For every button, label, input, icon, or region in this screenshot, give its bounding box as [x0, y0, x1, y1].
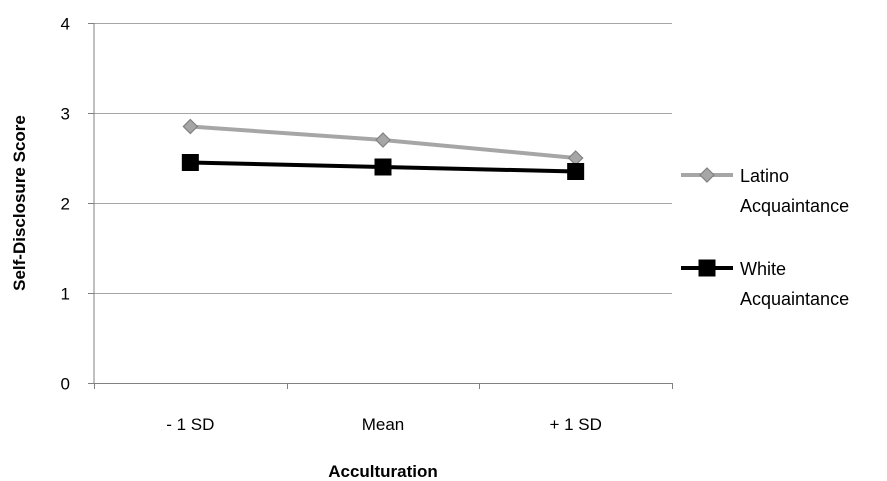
x-tick-label-0: - 1 SD	[166, 415, 214, 434]
legend-label-1-line-1: Acquaintance	[740, 289, 849, 309]
y-tick-label-2: 2	[61, 195, 70, 214]
series-group	[181, 118, 585, 180]
series-0-point-2	[567, 150, 584, 166]
y-tick-labels: 0 1 2 3 4	[61, 15, 70, 394]
legend-label-0-line-0: Latino	[740, 166, 789, 186]
legend-label-1-line-0: White	[740, 259, 786, 279]
legend: Latino Acquaintance White Acquaintance	[681, 166, 849, 309]
legend-swatch-marker-0	[699, 167, 715, 183]
x-axis-title: Acculturation	[328, 462, 438, 481]
x-tick-label-2: + 1 SD	[549, 415, 601, 434]
axes	[88, 23, 673, 389]
y-tick-label-1: 1	[61, 285, 70, 304]
y-tick-label-3: 3	[61, 105, 70, 124]
x-tick-labels: - 1 SD Mean + 1 SD	[166, 415, 602, 434]
y-tick-label-4: 4	[61, 15, 70, 34]
series-0-point-1	[375, 132, 391, 148]
y-tick-label-0: 0	[61, 375, 70, 394]
y-axis-title: Self-Disclosure Score	[10, 115, 29, 291]
legend-swatch-marker-1	[698, 259, 716, 277]
series-1-point-0	[181, 154, 199, 171]
series-1-point-1	[374, 158, 392, 176]
legend-item-1: White Acquaintance	[681, 259, 849, 309]
x-tick-label-1: Mean	[362, 415, 405, 434]
series-0	[182, 118, 584, 166]
series-0-point-0	[182, 118, 199, 135]
series-1	[181, 154, 585, 180]
series-1-point-2	[567, 163, 585, 180]
legend-label-0-line-1: Acquaintance	[740, 196, 849, 216]
legend-item-0: Latino Acquaintance	[681, 166, 849, 216]
gridlines	[94, 23, 672, 294]
